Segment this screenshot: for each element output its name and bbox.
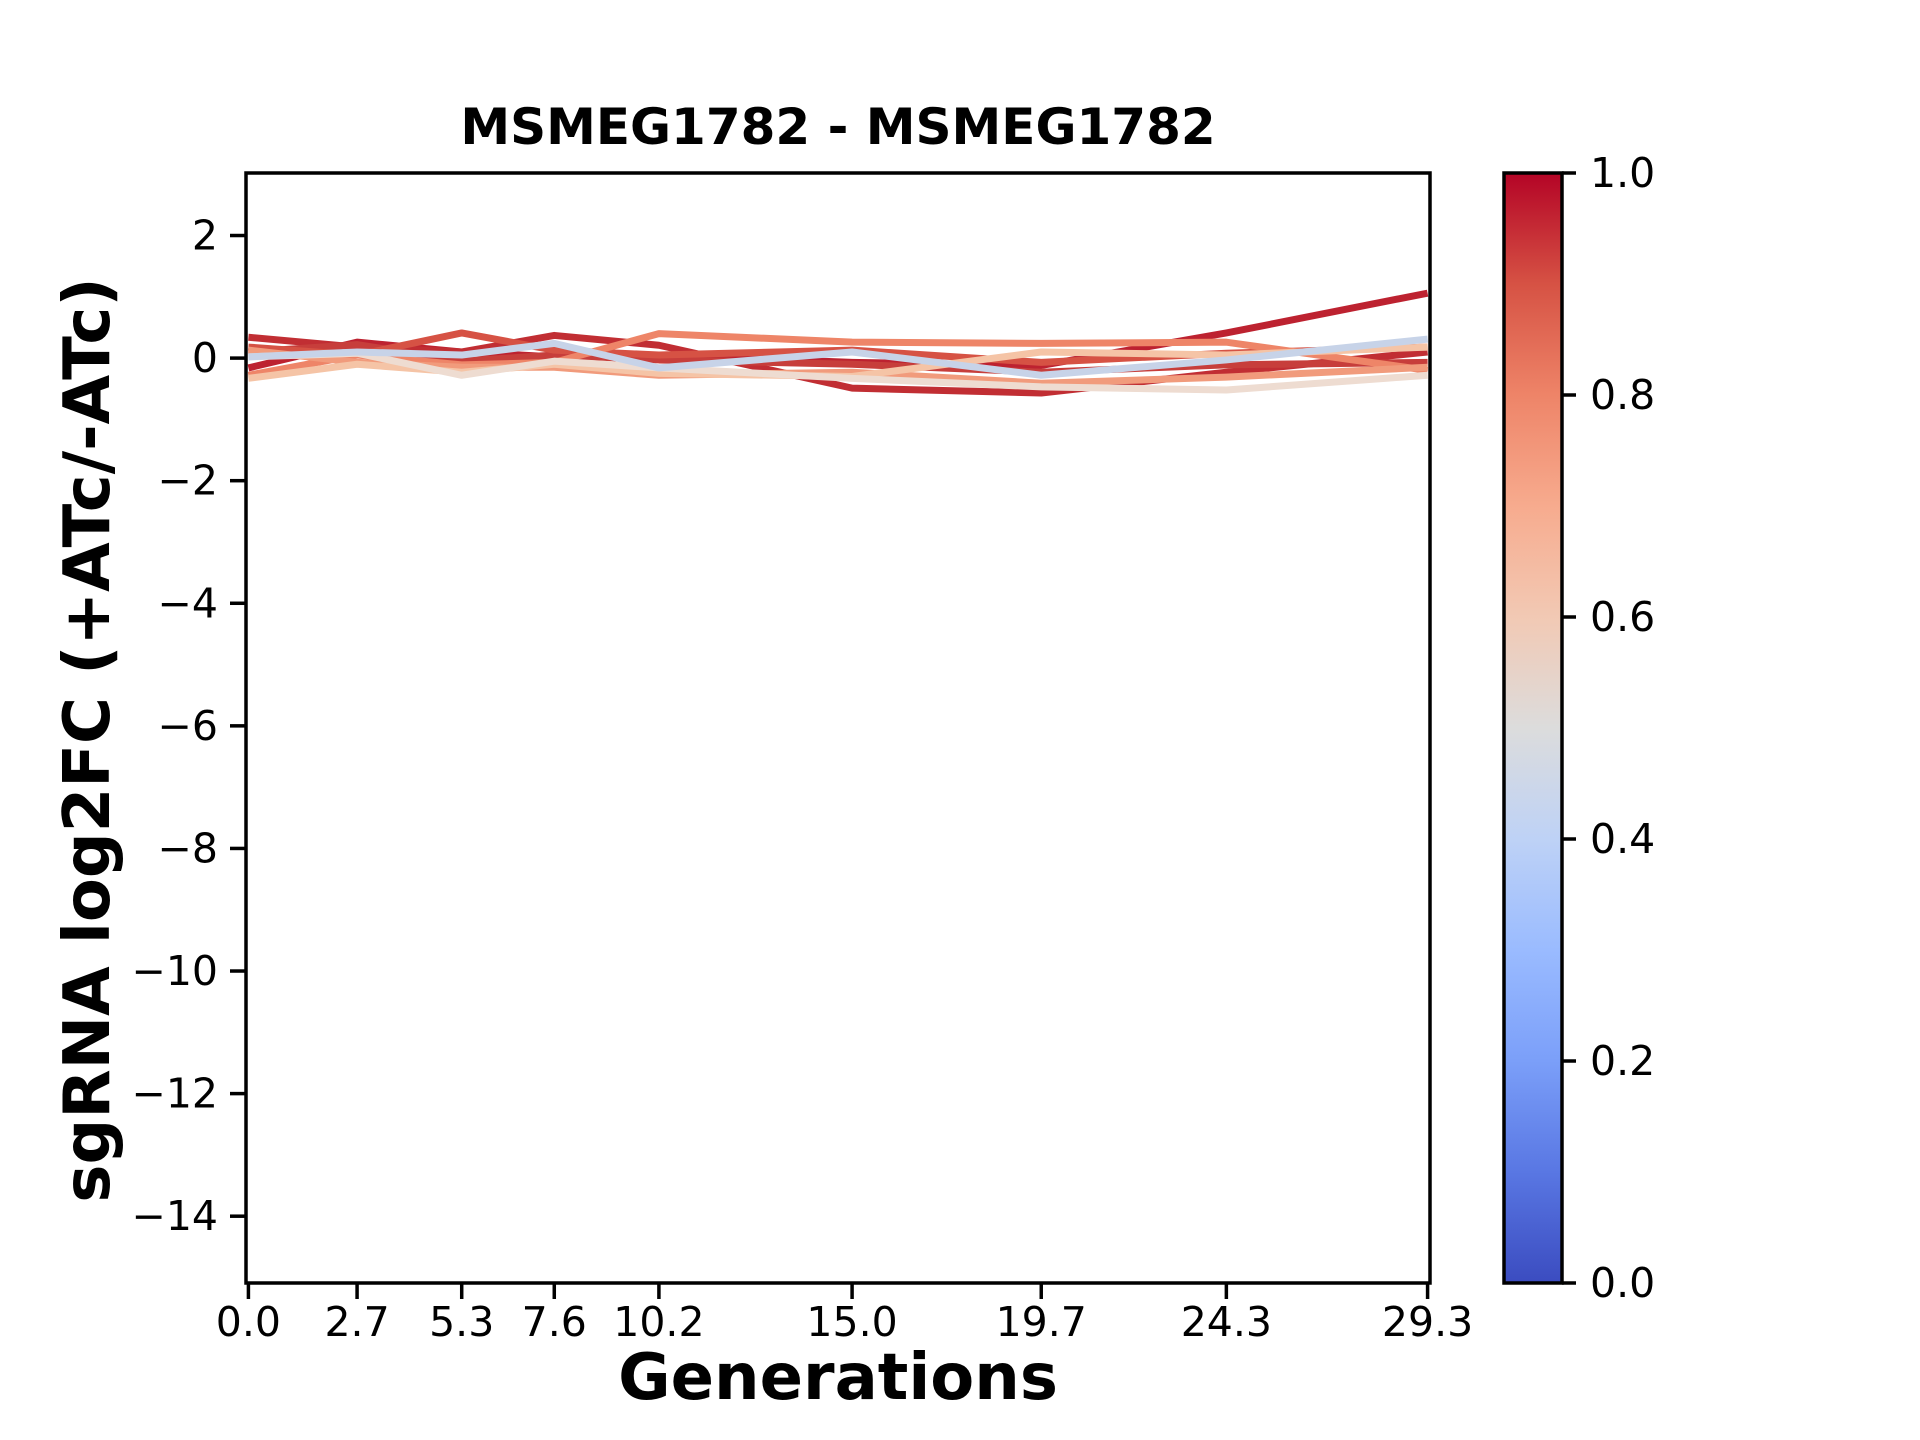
y-tick-label: 2 [192, 212, 218, 260]
colorbar-border [1502, 171, 1564, 1285]
x-tick-label: 0.0 [216, 1298, 281, 1346]
x-tick-label: 7.6 [522, 1298, 587, 1346]
colorbar-tick-label: 0.0 [1590, 1259, 1655, 1307]
y-tick-label: −4 [158, 579, 218, 627]
y-tick-label: −6 [158, 702, 218, 750]
plot-border [244, 171, 1432, 1285]
x-tick-label: 2.7 [324, 1298, 389, 1346]
y-tick-label: −10 [131, 947, 218, 995]
colorbar-tick-label: 0.8 [1590, 371, 1655, 419]
colorbar-tick-label: 0.4 [1590, 815, 1655, 863]
colorbar-tick-label: 0.2 [1590, 1037, 1655, 1085]
x-tick-label: 29.3 [1382, 1298, 1473, 1346]
x-tick-label: 19.7 [996, 1298, 1087, 1346]
series-line-7 [247, 343, 1428, 382]
x-axis-label: Generations [618, 1341, 1058, 1415]
colorbar-gradient [1504, 173, 1562, 1283]
x-tick-label: 5.3 [429, 1298, 494, 1346]
colorbar-tick-label: 0.6 [1590, 593, 1655, 641]
x-tick-label: 24.3 [1181, 1298, 1272, 1346]
y-tick-label: −8 [158, 824, 218, 872]
y-tick-label: 0 [192, 334, 218, 382]
x-tick-label: 10.2 [613, 1298, 704, 1346]
chart-title: MSMEG1782 - MSMEG1782 [460, 98, 1216, 156]
y-tick-label: −14 [131, 1192, 218, 1240]
series-line-9 [248, 335, 1428, 379]
x-tick-label: 15.0 [806, 1298, 897, 1346]
colorbar-tick-label: 1.0 [1590, 149, 1655, 197]
y-tick-label: −2 [158, 457, 218, 505]
y-tick-label: −12 [131, 1070, 218, 1118]
